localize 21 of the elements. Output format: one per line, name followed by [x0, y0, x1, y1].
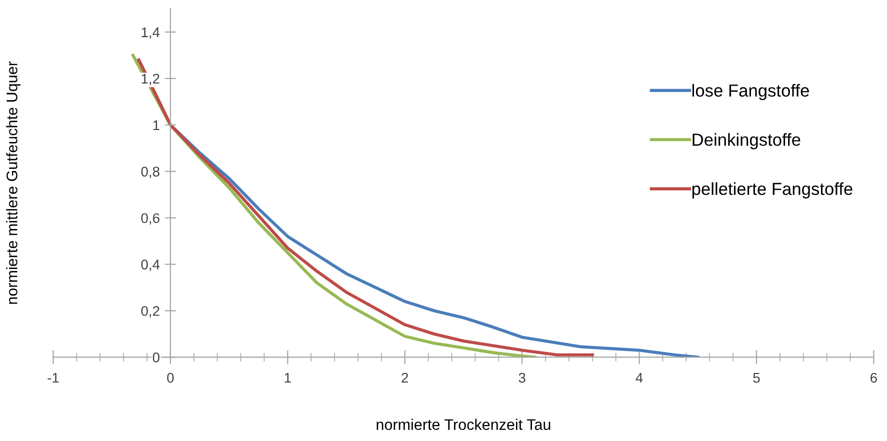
y-tick-label: 0,2 [141, 306, 160, 318]
x-tick-label: 0 [167, 372, 174, 383]
legend-label: lose Fangstoffe [692, 84, 809, 100]
legend-label: Deinkingstoffe [692, 133, 800, 150]
y-tick-label: 1,2 [142, 74, 160, 86]
x-tick-label: 2 [402, 372, 408, 383]
y-tick-label: 0 [152, 352, 160, 362]
x-tick-label: 3 [518, 372, 526, 383]
y-tick-label: 0,8 [141, 166, 160, 178]
x-tick-label: 4 [636, 373, 643, 383]
y-tick-label: 1,4 [142, 28, 160, 39]
y-tick-label: 0,6 [141, 213, 160, 225]
x-tick-label: 5 [753, 373, 760, 383]
x-tick-label: 1 [284, 373, 291, 383]
x-axis-title: normierte Trockenzeit Tau [376, 418, 550, 430]
legend-label: pelletierte Fangstoffe [692, 182, 852, 198]
y-tick-label: 1 [153, 120, 160, 130]
y-axis-title: normierte mittlere Gutfeuchte Uquer [6, 61, 20, 304]
x-tick-label: -1 [48, 373, 59, 383]
x-tick-label: 6 [870, 372, 877, 383]
y-tick-label: 0,4 [141, 260, 160, 272]
